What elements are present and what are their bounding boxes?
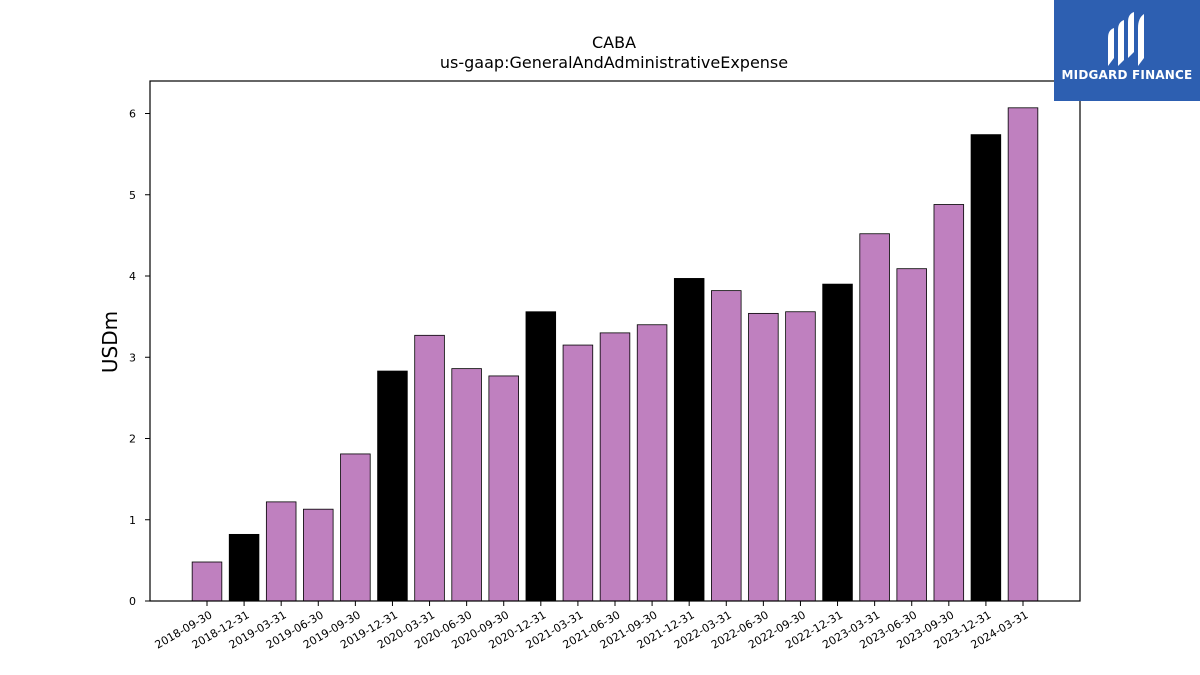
y-tick-label: 6 xyxy=(129,108,136,121)
bar-2021-09-30 xyxy=(636,324,668,602)
y-axis-label: USDm xyxy=(98,311,122,373)
y-tick-label: 5 xyxy=(129,189,136,202)
bar-2023-12-31 xyxy=(970,134,1002,602)
chart-subtitle: us-gaap:GeneralAndAdministrativeExpense xyxy=(440,53,788,72)
x-axis: 2018-09-302018-12-312019-03-312019-06-30… xyxy=(153,601,1031,652)
bar-2023-03-31 xyxy=(859,233,890,602)
bar-2022-06-30 xyxy=(748,312,779,602)
y-tick-label: 4 xyxy=(129,270,136,283)
bar-2019-09-30 xyxy=(340,453,371,602)
y-tick-label: 1 xyxy=(129,514,136,527)
bar-2018-09-30 xyxy=(191,561,223,602)
bar-2020-03-31 xyxy=(414,334,445,602)
y-axis: 0 1 2 3 4 5 6 xyxy=(129,108,150,608)
bar-2021-12-31 xyxy=(673,278,705,602)
chart-title: CABA xyxy=(592,33,636,52)
y-tick-label: 2 xyxy=(129,433,136,446)
brand-logo-text: MIDGARD FINANCE xyxy=(1061,68,1193,82)
y-tick-label: 3 xyxy=(129,351,136,364)
bar-2020-12-31 xyxy=(525,311,557,602)
bar-2019-03-31 xyxy=(265,501,297,602)
y-tick-label: 0 xyxy=(129,595,136,608)
bar-2022-09-30 xyxy=(785,311,816,602)
bar-2023-09-30 xyxy=(933,204,965,602)
bar-2022-03-31 xyxy=(711,290,742,602)
brand-logo: MIDGARD FINANCE xyxy=(1054,0,1200,101)
bar-2020-09-30 xyxy=(488,375,519,602)
bar-2023-06-30 xyxy=(896,268,927,602)
bar-2024-03-31 xyxy=(1007,107,1039,602)
bar-2021-03-31 xyxy=(562,344,594,602)
bar-2018-12-31 xyxy=(228,533,260,602)
bar-2019-12-31 xyxy=(377,370,408,602)
bar-2022-12-31 xyxy=(822,283,853,602)
plot-frame xyxy=(149,80,1081,602)
bar-2021-06-30 xyxy=(599,332,631,602)
midgard-logo-icon xyxy=(1108,12,1144,66)
bars-group xyxy=(191,107,1039,602)
bar-2020-06-30 xyxy=(451,368,482,602)
bar-2019-06-30 xyxy=(303,508,334,602)
